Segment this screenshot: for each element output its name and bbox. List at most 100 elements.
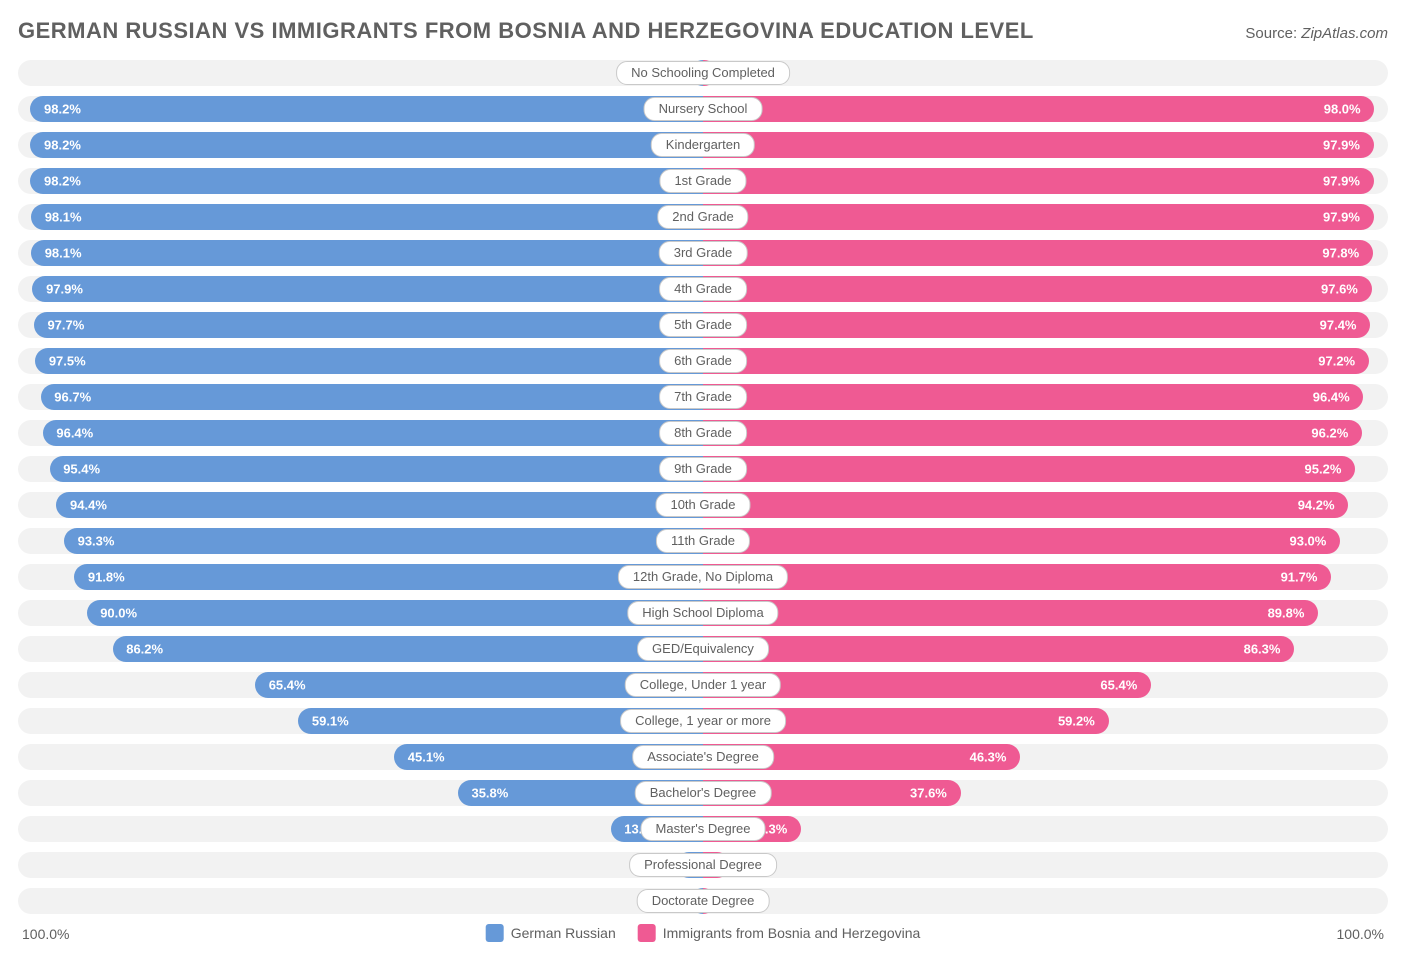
category-label: 4th Grade <box>659 277 747 301</box>
bar-left <box>34 312 703 338</box>
diverging-bar-chart: 1.8%2.1%No Schooling Completed 98.2% 98.0%… <box>18 60 1388 914</box>
bar-right-value: 93.0% <box>1289 534 1326 549</box>
chart-row: 90.0%89.8%High School Diploma <box>18 600 1388 626</box>
bar-left-value: 86.2% <box>126 642 163 657</box>
bar-left <box>31 240 703 266</box>
bar-left <box>35 348 703 374</box>
bar-right <box>703 204 1374 230</box>
bar-left <box>113 636 703 662</box>
bar-right <box>703 564 1331 590</box>
bar-left-value: 97.9% <box>46 282 83 297</box>
bar-left-value: 98.2% <box>44 174 81 189</box>
category-label: Associate's Degree <box>632 745 774 769</box>
chart-source: Source: ZipAtlas.com <box>1245 25 1388 42</box>
bar-left-value: 93.3% <box>78 534 115 549</box>
bar-right <box>703 600 1318 626</box>
bar-right <box>703 312 1370 338</box>
bar-right-value: 37.6% <box>910 786 947 801</box>
bar-right-value: 98.0% <box>1324 102 1361 117</box>
chart-row: 65.4%65.4%College, Under 1 year <box>18 672 1388 698</box>
bar-right <box>703 132 1374 158</box>
legend-label-right: Immigrants from Bosnia and Herzegovina <box>663 925 921 941</box>
chart-row: 96.4%96.2%8th Grade <box>18 420 1388 446</box>
bar-left-value: 98.1% <box>45 210 82 225</box>
bar-right-value: 96.4% <box>1313 390 1350 405</box>
bar-right-value: 97.4% <box>1320 318 1357 333</box>
category-label: 1st Grade <box>659 169 746 193</box>
bar-left <box>30 168 703 194</box>
bar-right-value: 86.3% <box>1244 642 1281 657</box>
axis-label-right: 100.0% <box>1337 926 1384 942</box>
category-label: College, Under 1 year <box>625 673 781 697</box>
bar-right-value: 46.3% <box>970 750 1007 765</box>
category-label: 10th Grade <box>655 493 750 517</box>
bar-right-value: 59.2% <box>1058 714 1095 729</box>
category-label: 3rd Grade <box>659 241 748 265</box>
bar-left-value: 91.8% <box>88 570 125 585</box>
category-label: College, 1 year or more <box>620 709 786 733</box>
chart-row: 45.1% 46.3% Associate's Degree <box>18 744 1388 770</box>
source-label: Source: <box>1245 25 1301 42</box>
bar-right <box>703 96 1374 122</box>
bar-left <box>31 204 703 230</box>
bar-left <box>50 456 703 482</box>
chart-row: 98.1%97.8%3rd Grade <box>18 240 1388 266</box>
category-label: 12th Grade, No Diploma <box>618 565 788 589</box>
legend-swatch-left <box>486 924 504 942</box>
category-label: 6th Grade <box>659 349 747 373</box>
chart-row: 97.7% 97.4% 5th Grade <box>18 312 1388 338</box>
chart-row: 4.0%4.0%Professional Degree <box>18 852 1388 878</box>
category-label: Nursery School <box>644 97 763 121</box>
bar-left-value: 45.1% <box>408 750 445 765</box>
bar-right-value: 97.8% <box>1322 246 1359 261</box>
category-label: 8th Grade <box>659 421 747 445</box>
chart-row: 93.3%93.0%11th Grade <box>18 528 1388 554</box>
bar-left <box>64 528 703 554</box>
chart-row: 94.4%94.2%10th Grade <box>18 492 1388 518</box>
bar-right-value: 65.4% <box>1100 678 1137 693</box>
source-name: ZipAtlas.com <box>1301 25 1388 42</box>
bar-left-value: 98.2% <box>44 138 81 153</box>
chart-row: 86.2%86.3%GED/Equivalency <box>18 636 1388 662</box>
bar-right <box>703 276 1372 302</box>
chart-header: GERMAN RUSSIAN VS IMMIGRANTS FROM BOSNIA… <box>18 18 1388 44</box>
category-label: Doctorate Degree <box>637 889 770 913</box>
chart-row: 98.1%97.9%2nd Grade <box>18 204 1388 230</box>
category-label: High School Diploma <box>627 601 778 625</box>
chart-row: 13.5%14.3%Master's Degree <box>18 816 1388 842</box>
legend-swatch-right <box>638 924 656 942</box>
chart-row: 91.8%91.7%12th Grade, No Diploma <box>18 564 1388 590</box>
bar-left-value: 98.2% <box>44 102 81 117</box>
category-label: Kindergarten <box>651 133 755 157</box>
chart-row: 98.2% 98.0% Nursery School <box>18 96 1388 122</box>
bar-right <box>703 492 1348 518</box>
axis-label-left: 100.0% <box>22 926 69 942</box>
bar-left-value: 97.7% <box>47 318 84 333</box>
bar-left <box>30 132 703 158</box>
bar-left <box>41 384 703 410</box>
bar-right <box>703 384 1363 410</box>
chart-row: 98.2%97.9%Kindergarten <box>18 132 1388 158</box>
bar-right <box>703 240 1373 266</box>
category-label: 2nd Grade <box>657 205 748 229</box>
chart-row: 35.8%37.6%Bachelor's Degree <box>18 780 1388 806</box>
bar-left-value: 94.4% <box>70 498 107 513</box>
category-label: Master's Degree <box>641 817 766 841</box>
bar-left-value: 96.4% <box>56 426 93 441</box>
category-label: No Schooling Completed <box>616 61 790 85</box>
legend-item-left: German Russian <box>486 924 616 942</box>
chart-row: 1.8%2.1%No Schooling Completed <box>18 60 1388 86</box>
chart-row: 59.1%59.2%College, 1 year or more <box>18 708 1388 734</box>
category-label: 5th Grade <box>659 313 747 337</box>
chart-row: 96.7%96.4%7th Grade <box>18 384 1388 410</box>
bar-left <box>74 564 703 590</box>
bar-right <box>703 348 1369 374</box>
bar-left-value: 97.5% <box>49 354 86 369</box>
chart-row: 95.4%95.2%9th Grade <box>18 456 1388 482</box>
bar-left <box>30 96 703 122</box>
category-label: 9th Grade <box>659 457 747 481</box>
bar-right-value: 89.8% <box>1268 606 1305 621</box>
bar-right-value: 95.2% <box>1305 462 1342 477</box>
chart-row: 97.5%97.2%6th Grade <box>18 348 1388 374</box>
bar-left <box>56 492 703 518</box>
